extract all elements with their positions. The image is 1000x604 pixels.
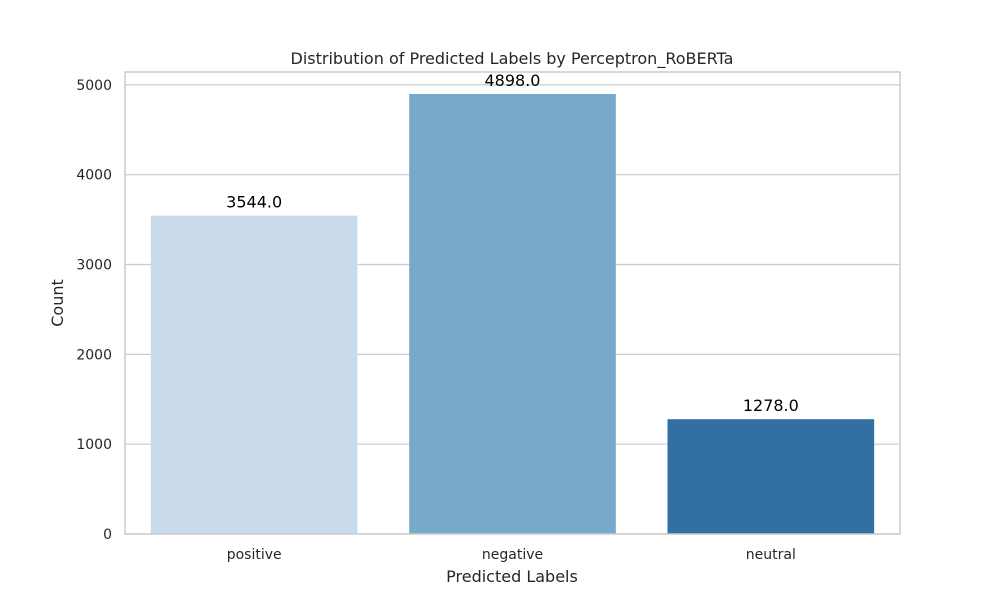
data-label: 3544.0 — [226, 193, 282, 212]
bars — [150, 94, 875, 535]
data-label: 1278.0 — [743, 396, 799, 415]
y-tick-label: 2000 — [76, 347, 112, 363]
x-tick-label: negative — [482, 547, 543, 563]
bar-neutral — [667, 419, 875, 534]
y-tick-label: 1000 — [76, 437, 112, 453]
x-axis-title: Predicted Labels — [446, 567, 578, 586]
chart-title: Distribution of Predicted Labels by Perc… — [291, 49, 734, 69]
y-axis-ticks: 0 1000 2000 3000 4000 5000 — [76, 78, 112, 543]
bar-positive — [150, 215, 358, 534]
x-tick-label: neutral — [746, 547, 796, 563]
y-tick-label: 0 — [103, 527, 112, 543]
data-label: 4898.0 — [485, 71, 541, 90]
y-tick-label: 4000 — [76, 168, 112, 184]
data-labels: 3544.0 4898.0 1278.0 — [226, 71, 799, 415]
y-axis-title: Count — [48, 279, 67, 327]
x-tick-label: positive — [227, 547, 282, 563]
y-tick-label: 5000 — [76, 78, 112, 94]
y-tick-label: 3000 — [76, 258, 112, 274]
bar-negative — [409, 94, 616, 535]
plot-frame — [124, 71, 901, 535]
x-axis-ticks: positive negative neutral — [227, 547, 796, 563]
